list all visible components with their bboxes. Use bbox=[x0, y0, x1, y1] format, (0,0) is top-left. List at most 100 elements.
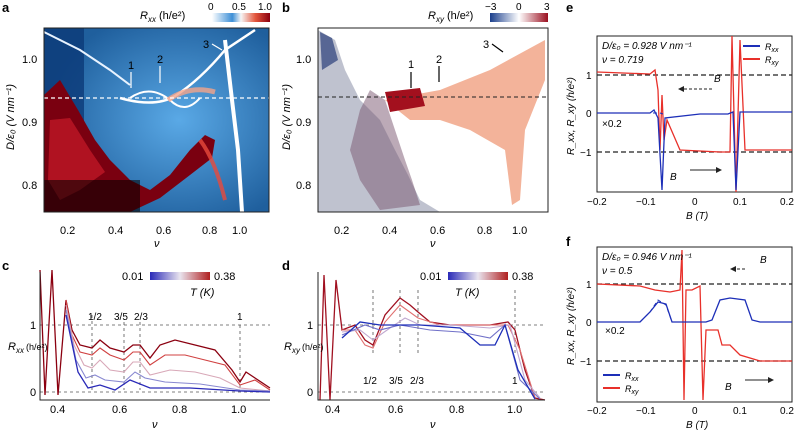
panel-d-ytick-1: 0 bbox=[307, 387, 313, 399]
panel-b-label: b bbox=[282, 0, 290, 15]
panel-c-ytick-0: 1 bbox=[30, 320, 36, 332]
panel-a-cbar-tick-2: 1.0 bbox=[258, 2, 272, 13]
panel-a-colorbar bbox=[212, 13, 270, 22]
panel-d-legend-title: T (K) bbox=[455, 287, 480, 299]
panel-e-title2: ν = 0.719 bbox=[602, 55, 644, 66]
panel-b-xtick-1: 0.4 bbox=[382, 225, 397, 237]
panel-b-frame bbox=[317, 27, 549, 213]
panel-d-frac-1: 3/5 bbox=[389, 376, 403, 387]
panel-c-frac-3: 1 bbox=[237, 312, 243, 323]
panel-e-rxx-curve bbox=[597, 109, 792, 191]
panel-e-field-label-1: B bbox=[714, 74, 721, 85]
panel-a-label: a bbox=[2, 0, 10, 15]
panel-a-ytick-0: 1.0 bbox=[22, 54, 37, 66]
panel-d-axes bbox=[317, 272, 545, 401]
panel-e-rxy-curve bbox=[596, 35, 792, 193]
panel-f-legend-rxy: Rxy bbox=[625, 384, 639, 396]
panel-a-cbar-tick-1: 0.5 bbox=[232, 2, 246, 13]
panel-e-ytick-0: 1 bbox=[586, 71, 592, 82]
panel-e-xtick-4: 0.2 bbox=[780, 197, 794, 208]
panel-d-ytick-0: 1 bbox=[307, 320, 313, 332]
panel-b-xtick-2: 0.6 bbox=[430, 225, 445, 237]
panel-f-xtick-1: −0.1 bbox=[636, 406, 656, 417]
panel-e-xtick-1: −0.1 bbox=[636, 197, 656, 208]
panel-e-legend-rxy: Rxy bbox=[765, 55, 779, 67]
panel-b-xtick-4: 1.0 bbox=[512, 225, 527, 237]
panel-f-field-label-1: B bbox=[760, 255, 767, 266]
panel-c-xtick-3: 1.0 bbox=[231, 404, 246, 416]
panel-b-xtick-0: 0.2 bbox=[334, 225, 349, 237]
panel-f-field-label-2: B bbox=[725, 382, 732, 393]
panel-f-rxy-curve bbox=[596, 249, 792, 401]
panel-f: f D/ε₀ = 0.946 V nm⁻¹ ν = 0.5 ×0.2 B B R… bbox=[566, 234, 794, 431]
panel-f-title1: D/ε₀ = 0.946 V nm⁻¹ bbox=[602, 252, 692, 263]
panel-c-curves bbox=[39, 269, 271, 396]
panel-b-xlabel: ν bbox=[430, 238, 436, 250]
panel-f-xtick-0: −0.2 bbox=[587, 406, 607, 417]
panel-c: c 0.01 0.38 T (K) 1/2 3/5 2/3 1 Rxx (h/e²… bbox=[2, 258, 271, 431]
panel-f-frame bbox=[596, 246, 793, 403]
panel-f-label: f bbox=[566, 234, 571, 249]
panel-d: d 0.01 0.38 T (K) 1/2 3/5 2/3 1 Rxy (h/e²… bbox=[282, 258, 546, 431]
panel-f-xtick-3: 0.1 bbox=[733, 406, 747, 417]
panel-f-title2: ν = 0.5 bbox=[602, 266, 633, 277]
panel-a-annot-1: 1 bbox=[128, 60, 134, 72]
panel-b-red-region bbox=[385, 88, 425, 112]
panel-c-frac-2: 2/3 bbox=[134, 312, 148, 323]
panel-a-xlabel: ν bbox=[154, 238, 160, 250]
panel-c-legend-min: 0.01 bbox=[122, 271, 143, 283]
panel-c-frac-1: 3/5 bbox=[114, 312, 128, 323]
panel-f-ytick-1: 0 bbox=[586, 318, 592, 329]
panel-b-annot-1: 1 bbox=[408, 59, 414, 71]
panel-b-annot-2: 2 bbox=[436, 54, 442, 66]
panel-a-ytick-1: 0.9 bbox=[22, 117, 37, 129]
panel-e-label: e bbox=[566, 0, 573, 15]
panel-d-xlabel: ν bbox=[430, 419, 436, 431]
panel-f-ytick-0: 1 bbox=[586, 280, 592, 291]
panel-c-legend-title: T (K) bbox=[190, 287, 215, 299]
panel-e-xtick-3: 0.1 bbox=[733, 197, 747, 208]
panel-d-xtick-3: 1.0 bbox=[507, 404, 522, 416]
panel-b-colorbar bbox=[490, 13, 548, 22]
panel-f-xtick-4: 0.2 bbox=[780, 406, 794, 417]
panel-e-xtick-2: 0 bbox=[692, 197, 698, 208]
panel-c-legend-max: 0.38 bbox=[214, 271, 235, 283]
panel-b-cbar-title: Rxy (h/e²) bbox=[428, 10, 473, 24]
panel-b-cbar-tick-1: 0 bbox=[516, 2, 522, 13]
panel-a-xtick-3: 0.8 bbox=[202, 225, 217, 237]
panel-b-salmon-region bbox=[385, 40, 545, 205]
panel-f-legend-rxx: Rxx bbox=[625, 371, 639, 383]
panel-c-xlabel: ν bbox=[152, 419, 158, 431]
panel-b-ytick-2: 0.8 bbox=[296, 180, 311, 192]
panel-a-xtick-1: 0.4 bbox=[108, 225, 123, 237]
panel-c-axes bbox=[39, 272, 270, 401]
panel-a-xtick-0: 0.2 bbox=[60, 225, 75, 237]
panel-b-cbar-tick-2: 3 bbox=[544, 2, 550, 13]
panel-a: a Rxx (h/e²) 0 0.5 1.0 1 2 3 D/ε₀ (V nm⁻¹… bbox=[2, 0, 272, 250]
panel-a-annot-3: 3 bbox=[203, 39, 209, 51]
panel-e-field-label-2: B bbox=[670, 172, 677, 183]
panel-f-xtick-2: 0 bbox=[692, 406, 698, 417]
panel-b-ytick-1: 0.9 bbox=[296, 117, 311, 129]
panel-e-ytick-2: −1 bbox=[580, 148, 592, 159]
panel-f-rxx-curve bbox=[597, 297, 792, 323]
panel-b: b Rxy (h/e²) −3 0 3 1 2 3 D/ε₀ (V nm⁻¹) 1… bbox=[281, 0, 550, 250]
panel-e: e D/ε₀ = 0.928 V nm⁻¹ ν = 0.719 Rxx Rxy … bbox=[566, 0, 794, 222]
panel-a-cbar-title: Rxx (h/e²) bbox=[140, 10, 185, 24]
panel-a-annot-2: 2 bbox=[157, 54, 163, 66]
panel-c-ytick-1: 0 bbox=[30, 387, 36, 399]
panel-f-ytick-2: −1 bbox=[580, 357, 592, 368]
panel-d-xtick-2: 0.8 bbox=[449, 404, 464, 416]
panel-d-xtick-1: 0.6 bbox=[388, 404, 403, 416]
panel-d-legend-min: 0.01 bbox=[420, 271, 441, 283]
panel-d-ylabel: Rxy (h/e²) bbox=[284, 341, 323, 355]
panel-d-label: d bbox=[282, 258, 290, 273]
panel-f-xlabel: B (T) bbox=[686, 420, 708, 431]
panel-c-xtick-0: 0.4 bbox=[50, 404, 65, 416]
panel-d-xtick-0: 0.4 bbox=[325, 404, 340, 416]
panel-c-xtick-1: 0.6 bbox=[112, 404, 127, 416]
panel-b-cbar-tick-0: −3 bbox=[485, 2, 497, 13]
panel-a-xtick-4: 1.0 bbox=[232, 225, 247, 237]
panel-b-ylabel: D/ε₀ (V nm⁻¹) bbox=[281, 84, 293, 150]
